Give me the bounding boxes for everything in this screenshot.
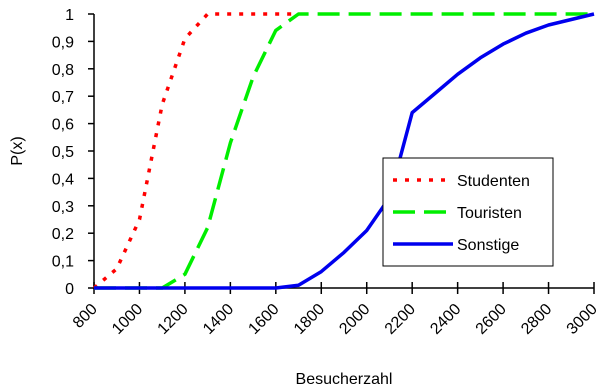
y-tick-label: 0,7 bbox=[52, 89, 74, 106]
series-line-sonstige bbox=[94, 12, 595, 290]
x-tick-label: 2400 bbox=[427, 301, 464, 338]
series-layer bbox=[92, 12, 595, 290]
x-tick-label: 2000 bbox=[336, 301, 373, 338]
y-tick-label: 0,9 bbox=[52, 34, 74, 51]
legend-label-touristen: Touristen bbox=[457, 205, 522, 222]
x-tick-label: 1400 bbox=[200, 301, 237, 338]
x-axis-title: Besucherzahl bbox=[296, 371, 393, 388]
legend-label-sonstige: Sonstige bbox=[457, 237, 519, 254]
y-tick-label: 0,1 bbox=[52, 254, 74, 271]
y-tick-label: 0,2 bbox=[52, 226, 74, 243]
x-tick-label: 2200 bbox=[382, 301, 419, 338]
x-tick-label: 1600 bbox=[245, 301, 282, 338]
y-tick-label: 0,3 bbox=[52, 199, 74, 216]
y-tick-label: 1 bbox=[65, 7, 74, 24]
y-tick-label: 0 bbox=[65, 281, 74, 298]
y-tick-label: 0,6 bbox=[52, 117, 74, 134]
x-tick-label: 3000 bbox=[564, 301, 596, 338]
x-tick-label: 1800 bbox=[291, 301, 328, 338]
legend-label-studenten: Studenten bbox=[457, 173, 530, 190]
series-line-studenten bbox=[92, 12, 299, 290]
series-line-touristen bbox=[94, 12, 594, 290]
x-tick-label: 1200 bbox=[155, 301, 192, 338]
x-tick-label: 1000 bbox=[109, 301, 146, 338]
y-axis-title: P(x) bbox=[9, 136, 26, 165]
y-tick-label: 0,5 bbox=[52, 144, 74, 161]
y-tick-label: 0,8 bbox=[52, 62, 74, 79]
x-tick-label: 2600 bbox=[473, 301, 510, 338]
y-tick-label: 0,4 bbox=[52, 171, 74, 188]
x-tick-label: 2800 bbox=[518, 301, 555, 338]
x-tick-label: 800 bbox=[70, 301, 101, 332]
legend: Studenten Touristen Sonstige bbox=[382, 157, 554, 267]
